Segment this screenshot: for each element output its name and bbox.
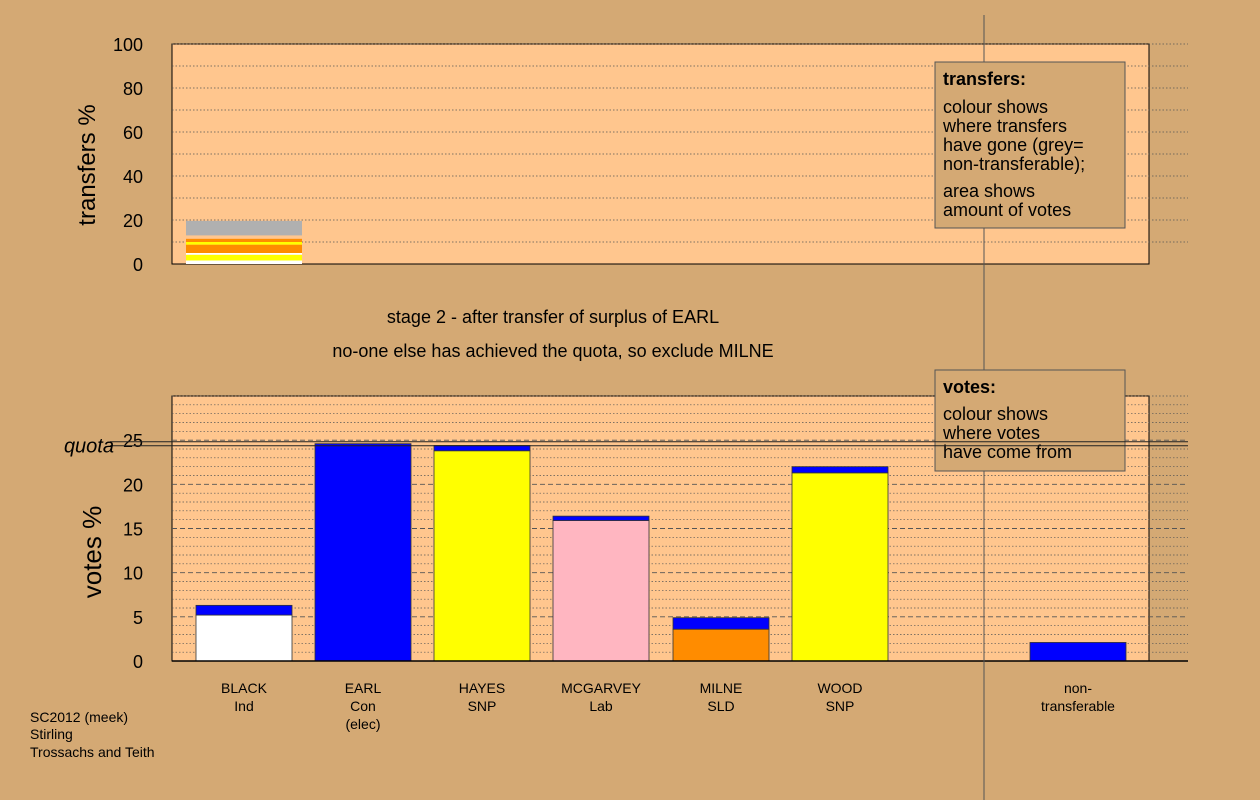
votes-y-axis-label: votes %: [77, 506, 107, 599]
transfers-legend-line: have gone (grey=: [943, 135, 1084, 155]
votes-bar-transfer: [552, 515, 650, 521]
transfers-bar-segment: [186, 235, 302, 239]
votes-x-tick-label: SNP: [826, 698, 855, 714]
votes-bars: [195, 443, 1127, 662]
votes-bar-own: [433, 450, 531, 662]
votes-x-tick-label: HAYES: [459, 680, 505, 696]
votes-x-tick-label: MCGARVEY: [561, 680, 642, 696]
votes-legend-line: colour shows: [943, 404, 1048, 424]
transfers-legend-line: area shows: [943, 181, 1035, 201]
transfers-legend-box: [934, 61, 1126, 229]
votes-y-tick-label: 25: [123, 431, 143, 451]
votes-legend-line: have come from: [943, 442, 1072, 462]
votes-y-axis: 0 5 10 15 20 25: [123, 431, 143, 672]
votes-x-tick-label: SNP: [468, 698, 497, 714]
transfers-bar-segment: [186, 242, 302, 245]
votes-y-tick-label: 20: [123, 475, 143, 495]
votes-legend-box: [934, 369, 1126, 472]
footer-method: SC2012 (meek): [30, 709, 128, 725]
votes-bar-own: [672, 628, 770, 662]
transfers-y-tick-label: 100: [113, 35, 143, 55]
votes-bar-transfer: [433, 445, 531, 452]
votes-x-tick-label: Con: [350, 698, 376, 714]
transfers-y-tick-label: 80: [123, 79, 143, 99]
transfers-bar-segment: [186, 253, 302, 255]
transfers-bar-segment: [186, 220, 302, 236]
transfers-legend: transfers: colour shows where transfers …: [934, 61, 1126, 229]
votes-bar-transfer: [791, 466, 889, 474]
votes-bar-transfer: [195, 604, 293, 616]
votes-x-tick-label: EARL: [345, 680, 382, 696]
transfers-gridlines: [172, 43, 1188, 243]
votes-x-tick-label: SLD: [707, 698, 734, 714]
votes-bar-own: [314, 443, 412, 662]
transfers-legend-line: non-transferable);: [943, 154, 1085, 174]
transfers-bar-segment: [186, 254, 302, 261]
votes-bar-transfer: [672, 617, 770, 630]
votes-x-tick-label: WOOD: [817, 680, 862, 696]
votes-x-tick-label: non-: [1064, 680, 1092, 696]
votes-x-axis: BLACK Ind EARL Con (elec) HAYES SNP MCGARVEY Lab…: [221, 680, 1115, 732]
votes-x-tick-label: BLACK: [221, 680, 268, 696]
transfers-bar-segment: [186, 260, 302, 264]
votes-y-tick-label: 0: [133, 652, 143, 672]
quota-label: quota: [64, 436, 114, 458]
transfers-y-axis: 0 20 40 60 80 100: [113, 35, 143, 275]
transfers-y-axis-label: transfers %: [74, 104, 101, 225]
votes-bar-own: [195, 614, 293, 662]
votes-bar-own: [791, 472, 889, 662]
transfers-bars: [186, 220, 302, 264]
transfers-y-tick-label: 60: [123, 123, 143, 143]
transfers-legend-line: colour shows: [943, 97, 1048, 117]
votes-x-tick-label: (elec): [345, 716, 380, 732]
transfers-y-tick-label: 0: [133, 255, 143, 275]
votes-bar-own: [552, 520, 650, 662]
transfers-bar-segment: [186, 238, 302, 242]
votes-y-tick-label: 5: [133, 608, 143, 628]
stage-description: stage 2 - after transfer of surplus of E…: [387, 307, 719, 327]
votes-bar-transfer: [1029, 642, 1127, 662]
votes-y-tick-label: 15: [123, 520, 143, 540]
votes-x-tick-label: transferable: [1041, 698, 1115, 714]
votes-x-tick-label: Ind: [234, 698, 253, 714]
transfers-y-tick-label: 20: [123, 211, 143, 231]
votes-legend-line: where votes: [942, 423, 1040, 443]
transfers-legend-line: amount of votes: [943, 200, 1071, 220]
footer-council: Stirling: [30, 726, 73, 742]
stage-action: no-one else has achieved the quota, so e…: [332, 341, 773, 361]
quota-marker: quota: [64, 436, 1188, 458]
transfers-legend-line: where transfers: [942, 116, 1067, 136]
votes-x-tick-label: MILNE: [700, 680, 743, 696]
votes-y-tick-label: 10: [123, 564, 143, 584]
votes-legend-title: votes:: [943, 377, 996, 397]
votes-legend: votes: colour shows where votes have com…: [934, 369, 1126, 472]
transfers-legend-title: transfers:: [943, 69, 1026, 89]
votes-x-tick-label: Lab: [589, 698, 613, 714]
transfers-y-tick-label: 40: [123, 167, 143, 187]
transfers-bar-segment: [186, 244, 302, 253]
footer-ward: Trossachs and Teith: [30, 744, 155, 760]
